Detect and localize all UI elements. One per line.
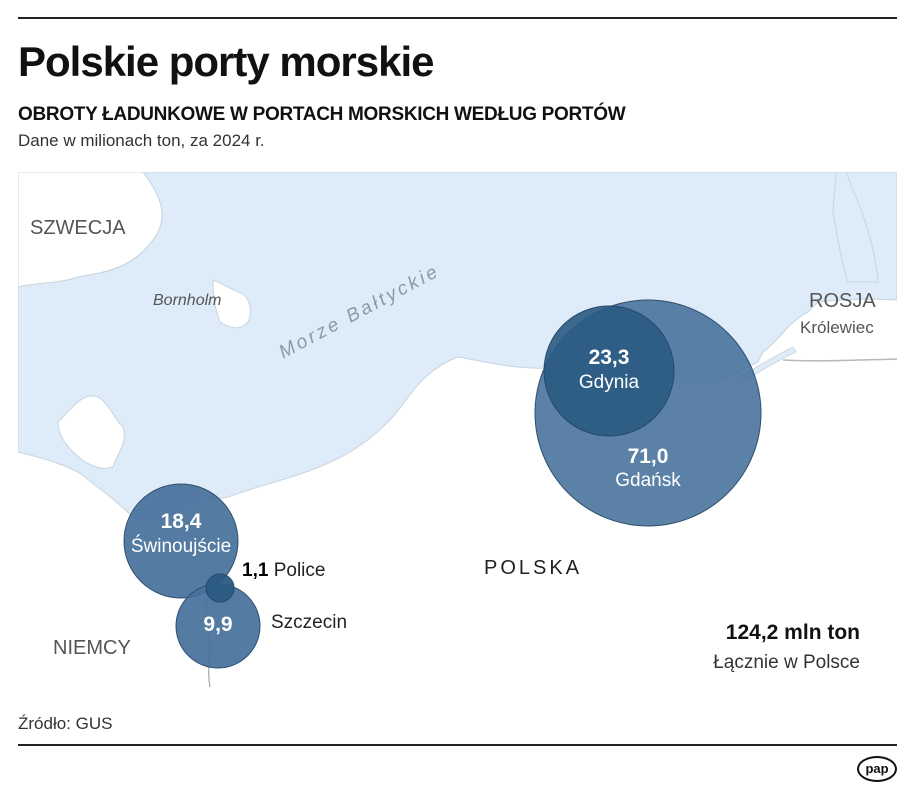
label-kaliningrad: Królewiec xyxy=(800,318,874,337)
label-poland: POLSKA xyxy=(484,557,583,579)
label-germany: NIEMCY xyxy=(53,637,131,659)
pap-logo: pap xyxy=(857,756,897,782)
value-police: 1,1 xyxy=(242,560,269,581)
name-gdynia: Gdynia xyxy=(578,372,640,393)
bottom-rule xyxy=(18,744,897,746)
map: SZWECJA Bornholm Morze Bałtyckie ROSJA K… xyxy=(17,171,898,700)
bubble-gdynia xyxy=(543,305,675,437)
top-rule xyxy=(18,17,897,19)
rugen-island xyxy=(57,395,125,469)
value-szczecin: 9,9 xyxy=(203,613,233,636)
bubble-police xyxy=(205,573,235,603)
data-note: Dane w milionach ton, za 2024 r. xyxy=(18,131,265,150)
bubble-swinoujscie xyxy=(123,483,239,599)
map-shapes xyxy=(17,171,898,688)
curonian-lagoon xyxy=(832,171,879,283)
russia-border xyxy=(782,358,898,362)
name-police: Police xyxy=(273,560,326,581)
value-swinoujscie: 18,4 xyxy=(160,510,202,533)
bornholm-island xyxy=(212,279,251,329)
label-bornholm: Bornholm xyxy=(153,292,222,309)
label-police: 1,1 Police xyxy=(242,560,325,582)
total-value: 124,2 mln ton xyxy=(725,621,860,644)
label-russia: ROSJA xyxy=(809,290,876,312)
total-label: Łącznie w Polsce xyxy=(713,652,860,673)
name-szczecin: Szczecin xyxy=(271,612,348,633)
page-title: Polskie porty morskie xyxy=(18,38,435,85)
page-subtitle: OBROTY ŁADUNKOWE W PORTACH MORSKICH WEDŁ… xyxy=(18,104,626,125)
name-swinoujscie: Świnoujście xyxy=(130,536,232,557)
value-gdynia: 23,3 xyxy=(588,346,630,369)
label-sweden: SZWECJA xyxy=(30,217,126,239)
sweden-land xyxy=(17,171,163,288)
name-gdansk: Gdańsk xyxy=(615,470,681,491)
value-gdansk: 71,0 xyxy=(627,445,669,468)
source-note: Źródło: GUS xyxy=(18,714,113,733)
